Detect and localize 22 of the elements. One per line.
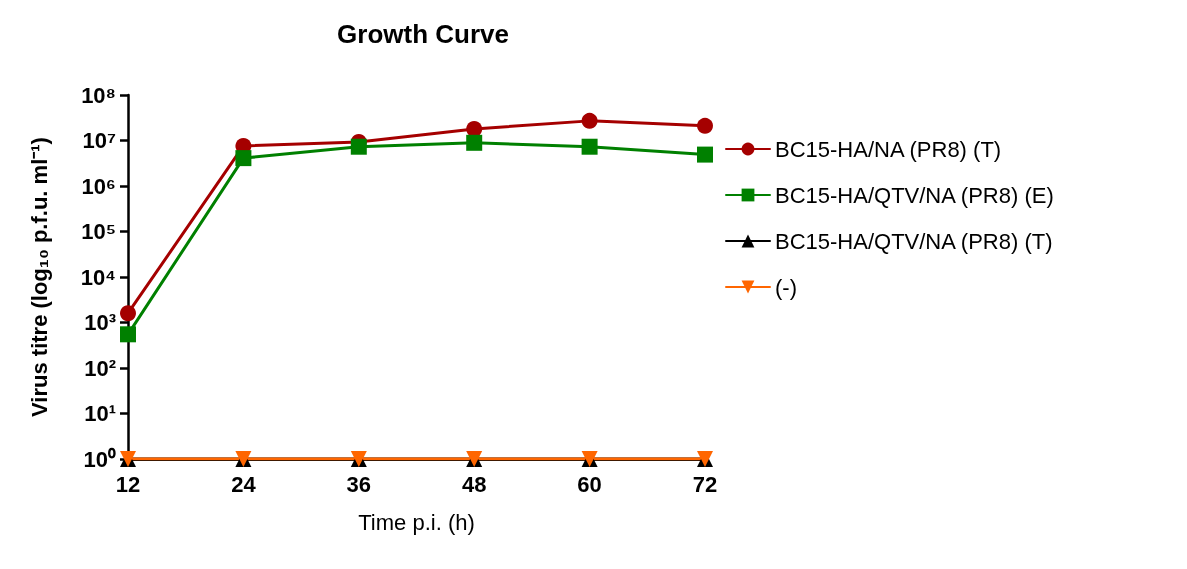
legend-label: BC15-HA/QTV/NA (PR8) (E) (775, 182, 1054, 208)
y-tick-label: 10⁷ (82, 128, 116, 153)
x-tick-label: 48 (461, 471, 487, 497)
y-tick-label: 10³ (84, 310, 116, 335)
y-tick-label: 10⁰ (83, 446, 116, 472)
legend-label: BC15-HA/QTV/NA (PR8) (T) (775, 228, 1053, 254)
y-tick-label: 10⁴ (80, 264, 116, 290)
y-tick-label: 10² (84, 355, 116, 381)
x-tick-label: 12 (115, 471, 141, 497)
x-tick-label: 36 (346, 471, 372, 497)
y-tick-label: 10⁶ (81, 173, 116, 199)
y-tick-label: 10⁸ (81, 82, 116, 108)
y-tick-label: 10⁵ (81, 219, 116, 244)
x-axis-title: Time p.i. (h) (358, 509, 475, 535)
x-tick-label: 60 (577, 471, 602, 497)
x-tick-label: 72 (692, 471, 718, 497)
legend-label: (-) (775, 274, 797, 300)
y-tick-label: 10¹ (84, 401, 116, 426)
legend-label: BC15-HA/NA (PR8) (T) (775, 136, 1002, 162)
x-tick-label: 24 (231, 471, 257, 497)
y-axis-title: Virus titre (log₁₀ p.f.u. ml⁻¹) (26, 137, 52, 417)
chart-title: Growth Curve (337, 19, 509, 49)
